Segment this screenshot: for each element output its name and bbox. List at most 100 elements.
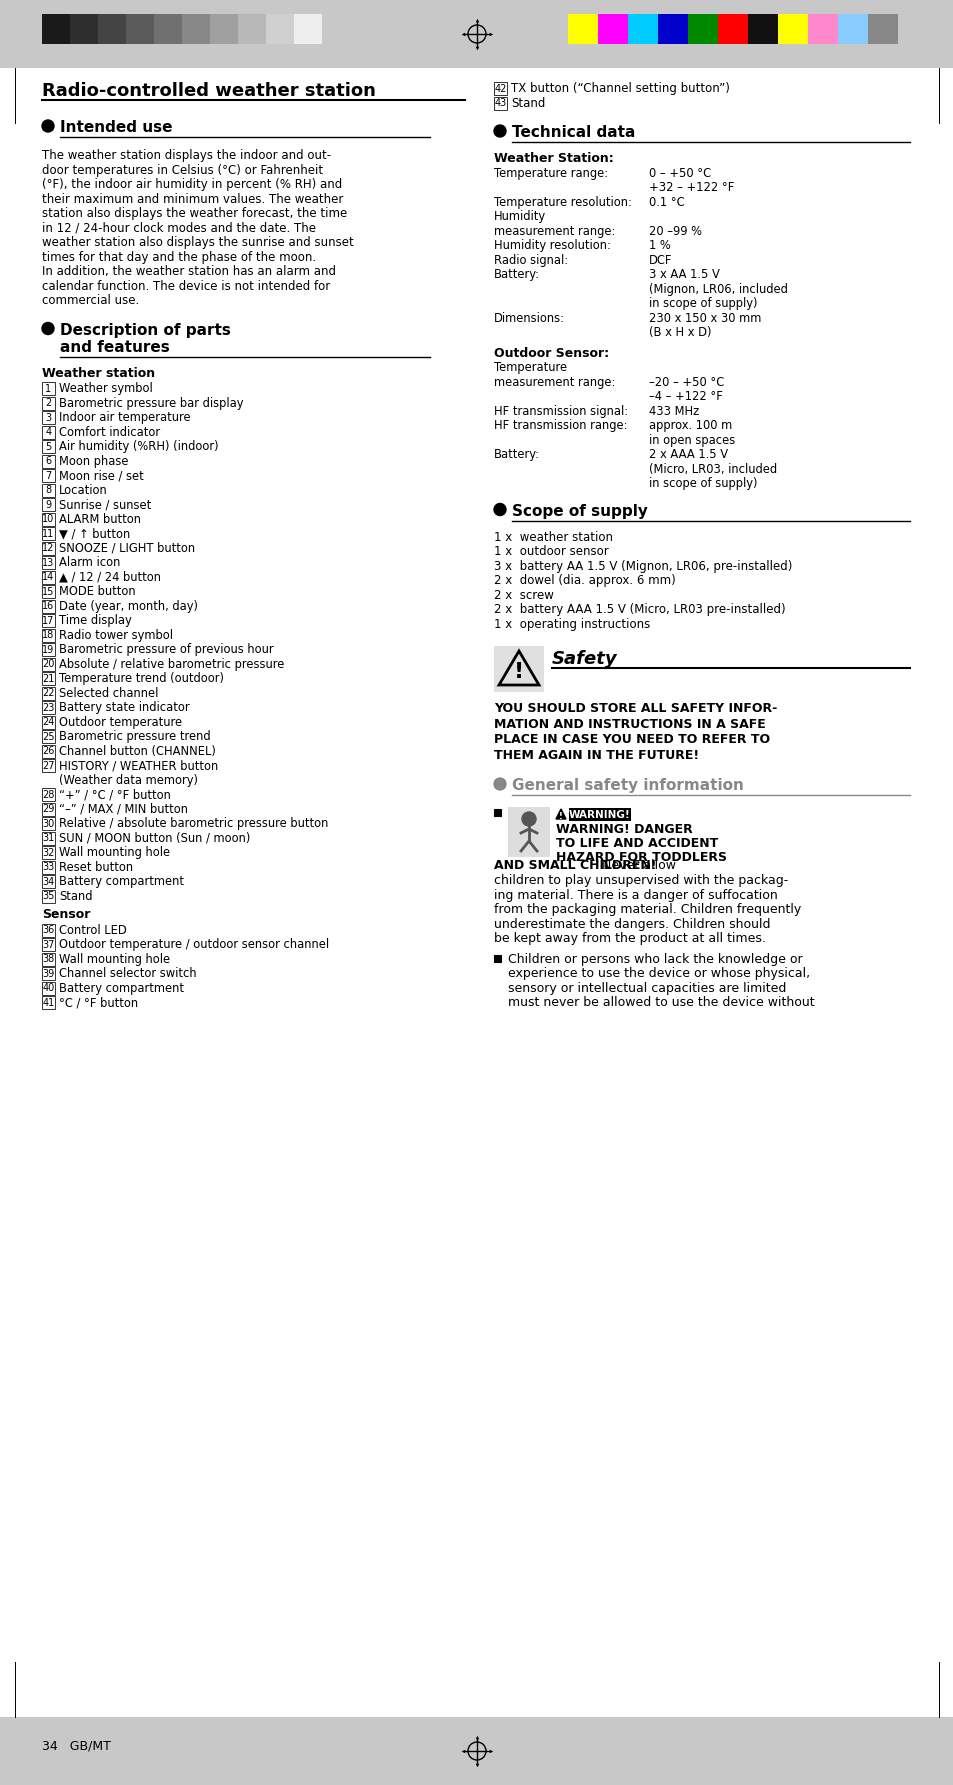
Text: Dimensions:: Dimensions: [494, 312, 564, 325]
Text: Date (year, month, day): Date (year, month, day) [59, 600, 198, 612]
Text: Weather station: Weather station [42, 366, 155, 380]
Text: measurement range:: measurement range: [494, 375, 615, 389]
Text: be kept away from the product at all times.: be kept away from the product at all tim… [494, 932, 765, 944]
Text: Alarm icon: Alarm icon [59, 555, 120, 569]
Bar [42, 484, 55, 496]
Text: 1 x  outdoor sensor: 1 x outdoor sensor [494, 544, 608, 559]
Circle shape [494, 778, 505, 791]
Text: The weather station displays the indoor and out-: The weather station displays the indoor … [42, 148, 331, 162]
Text: Relative / absolute barometric pressure button: Relative / absolute barometric pressure … [59, 818, 328, 830]
Text: (Mignon, LR06, included: (Mignon, LR06, included [648, 282, 787, 296]
Bar [42, 818, 55, 830]
Bar [837, 14, 867, 45]
Bar [153, 14, 182, 45]
Text: 6: 6 [46, 455, 51, 466]
Text: measurement range:: measurement range: [494, 225, 615, 237]
Text: commercial use.: commercial use. [42, 295, 139, 307]
Bar [42, 512, 55, 525]
Bar [42, 382, 55, 394]
Text: Air humidity (%RH) (indoor): Air humidity (%RH) (indoor) [59, 439, 218, 453]
Bar [42, 657, 55, 671]
Text: station also displays the weather forecast, the time: station also displays the weather foreca… [42, 207, 347, 220]
Bar [42, 787, 55, 801]
Text: calendar function. The device is not intended for: calendar function. The device is not int… [42, 280, 330, 293]
Text: ALARM button: ALARM button [59, 512, 141, 525]
Bar [266, 14, 294, 45]
Text: HF transmission signal:: HF transmission signal: [494, 405, 627, 418]
Text: 18: 18 [42, 630, 54, 641]
Text: Channel selector switch: Channel selector switch [59, 967, 196, 980]
Text: 16: 16 [42, 602, 54, 610]
Bar [42, 832, 55, 844]
Text: (°F), the indoor air humidity in percent (% RH) and: (°F), the indoor air humidity in percent… [42, 178, 342, 191]
Text: 230 x 150 x 30 mm: 230 x 150 x 30 mm [648, 312, 760, 325]
Text: ▲ / 12 / 24 button: ▲ / 12 / 24 button [59, 571, 161, 584]
Circle shape [521, 812, 536, 826]
Text: 20 –99 %: 20 –99 % [648, 225, 701, 237]
Text: –4 – +122 °F: –4 – +122 °F [648, 389, 722, 403]
Bar [42, 585, 55, 598]
Text: 32: 32 [42, 848, 54, 857]
Text: 43: 43 [494, 98, 506, 109]
Text: sensory or intellectual capacities are limited: sensory or intellectual capacities are l… [507, 982, 785, 994]
Text: 3: 3 [46, 412, 51, 423]
Text: in scope of supply): in scope of supply) [648, 296, 757, 311]
Text: HISTORY / WEATHER button: HISTORY / WEATHER button [59, 759, 218, 771]
Bar [42, 744, 55, 757]
Text: Sunrise / sunset: Sunrise / sunset [59, 498, 152, 511]
Bar [778, 14, 807, 45]
Bar [42, 541, 55, 555]
Text: in open spaces: in open spaces [648, 434, 735, 446]
Text: “–” / MAX / MIN button: “–” / MAX / MIN button [59, 803, 188, 816]
Text: 20: 20 [42, 659, 54, 669]
Text: 29: 29 [42, 803, 54, 814]
Text: SNOOZE / LIGHT button: SNOOZE / LIGHT button [59, 541, 195, 555]
Text: 13: 13 [42, 557, 54, 568]
Text: Radio signal:: Radio signal: [494, 253, 568, 266]
Text: HF transmission range:: HF transmission range: [494, 419, 627, 432]
Text: HAZARD FOR TODDLERS: HAZARD FOR TODDLERS [556, 851, 726, 864]
Text: and features: and features [60, 339, 170, 355]
Text: 41: 41 [42, 998, 54, 1007]
Text: Location: Location [59, 484, 108, 496]
Text: 7: 7 [46, 471, 51, 480]
Text: Scope of supply: Scope of supply [512, 503, 647, 518]
Text: Technical data: Technical data [512, 125, 635, 139]
Text: in scope of supply): in scope of supply) [648, 477, 757, 491]
Bar [42, 411, 55, 425]
Text: times for that day and the phase of the moon.: times for that day and the phase of the … [42, 250, 315, 264]
Bar [42, 759, 55, 771]
Bar [42, 14, 70, 45]
Bar [42, 671, 55, 685]
Text: –20 – +50 °C: –20 – +50 °C [648, 375, 723, 389]
Text: 14: 14 [42, 571, 54, 582]
Text: 5: 5 [46, 441, 51, 452]
Text: TO LIFE AND ACCIDENT: TO LIFE AND ACCIDENT [556, 837, 718, 850]
Text: (Weather data memory): (Weather data memory) [59, 773, 198, 787]
Text: 22: 22 [42, 687, 54, 698]
Text: !: ! [558, 812, 562, 821]
Text: 39: 39 [42, 969, 54, 978]
Text: °C / °F button: °C / °F button [59, 996, 138, 1009]
Bar [42, 716, 55, 728]
Text: 4: 4 [46, 427, 51, 437]
Text: their maximum and minimum values. The weather: their maximum and minimum values. The we… [42, 193, 343, 205]
Bar [42, 527, 55, 541]
Text: 38: 38 [42, 953, 54, 964]
Bar [42, 425, 55, 439]
Text: Comfort indicator: Comfort indicator [59, 425, 160, 439]
Text: 26: 26 [42, 746, 54, 757]
Bar [494, 96, 506, 109]
Text: (B x H x D): (B x H x D) [648, 327, 711, 339]
Text: Selected channel: Selected channel [59, 687, 158, 700]
Text: weather station also displays the sunrise and sunset: weather station also displays the sunris… [42, 236, 354, 248]
Bar [494, 646, 543, 693]
Text: 1 %: 1 % [648, 239, 670, 252]
Text: Humidity: Humidity [494, 211, 545, 223]
Text: 9: 9 [46, 500, 51, 509]
Text: 23: 23 [42, 703, 54, 712]
Text: underestimate the dangers. Children should: underestimate the dangers. Children shou… [494, 917, 770, 930]
Bar [0, 1717, 953, 1785]
Text: 33: 33 [42, 862, 54, 873]
Text: MODE button: MODE button [59, 585, 135, 598]
